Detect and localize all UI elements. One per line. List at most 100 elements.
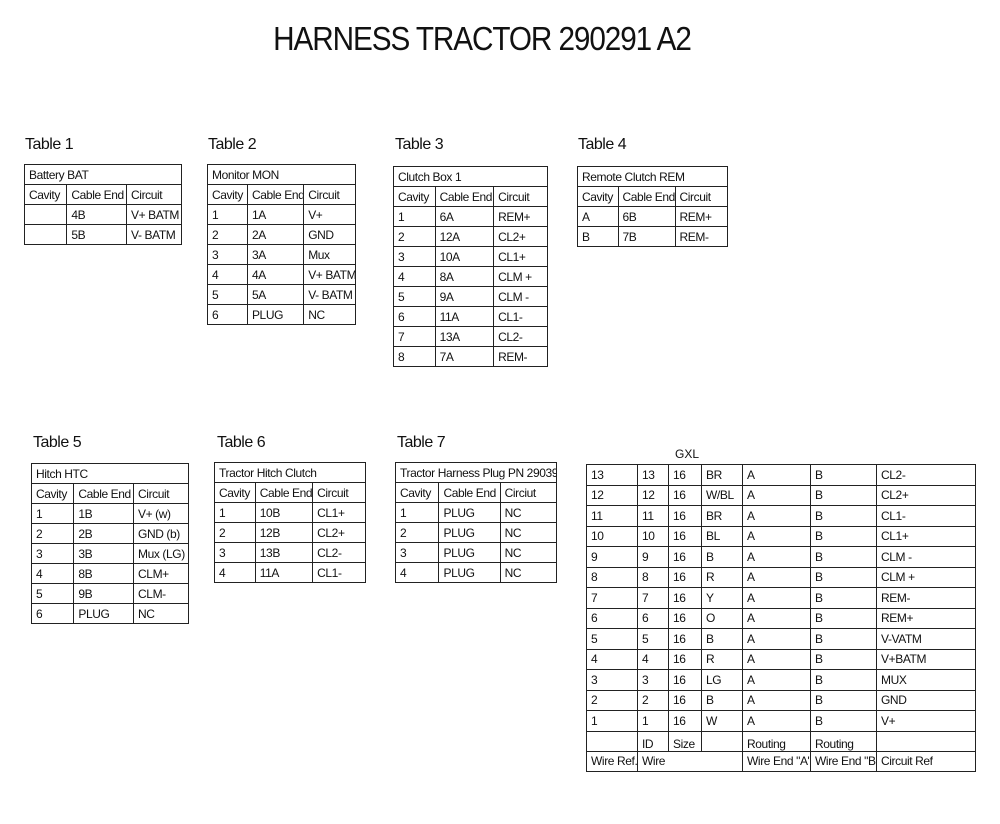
cell: 5 xyxy=(30,583,75,604)
cell: 1 xyxy=(30,503,75,524)
cell: 2 xyxy=(393,226,436,247)
header-cell: Wire xyxy=(637,750,743,772)
caption-row: Tractor Harness Plug PN 290397A1 xyxy=(395,462,557,483)
cell: PLUG xyxy=(73,603,135,624)
header-cell: Circuit xyxy=(493,186,548,207)
cell: 3A xyxy=(246,244,305,265)
table-row: 4 PLUG NC xyxy=(394,562,558,583)
cell: BR xyxy=(701,464,743,486)
cell: B xyxy=(701,689,743,711)
table-row: 3 13B CL2- xyxy=(214,542,366,563)
cell: B xyxy=(810,669,877,691)
cell: 6 xyxy=(207,304,248,325)
cell: 12B xyxy=(254,522,314,543)
cell: 4 xyxy=(30,563,75,584)
cell: B xyxy=(810,566,877,588)
cell: 3 xyxy=(393,246,436,267)
cell: 5 xyxy=(207,284,248,305)
cell: REM- xyxy=(674,226,728,247)
cell: 4B xyxy=(66,204,128,225)
table-label: Table 5 xyxy=(33,434,82,451)
cell: CLM- xyxy=(133,583,189,604)
cell: B xyxy=(810,525,877,547)
table-row: 3 PLUG NC xyxy=(394,542,558,563)
cell: 9A xyxy=(434,286,495,307)
header-row: Cavity Cable End Circiut xyxy=(394,482,558,503)
table-row: 4 8B CLM+ xyxy=(30,563,189,584)
cell: 7B xyxy=(617,226,676,247)
header-cell: Wire End "A" xyxy=(742,750,811,772)
cell: 10 xyxy=(586,525,638,547)
cell: 11A xyxy=(254,562,314,583)
subheader-cell xyxy=(876,730,976,751)
table-caption: Tractor Hitch Clutch xyxy=(214,462,366,483)
cell: 16 xyxy=(668,669,702,691)
cell: CLM - xyxy=(876,546,976,568)
cell: 16 xyxy=(668,710,702,732)
cell: 8B xyxy=(73,563,135,584)
cell: A xyxy=(742,505,811,527)
table-label: Table 2 xyxy=(208,136,257,153)
cell: 9B xyxy=(73,583,135,604)
cell: 2 xyxy=(207,224,248,245)
cell: 4 xyxy=(637,648,669,670)
cell: NC xyxy=(133,603,189,624)
cell: 1 xyxy=(207,204,248,225)
cell: 4 xyxy=(586,648,638,670)
cell: 5 xyxy=(393,286,436,307)
cell: 10B xyxy=(254,502,314,523)
cell: 5B xyxy=(66,224,128,245)
data-table: Clutch Box 1 Cavity Cable End Circuit 1 6A REM… xyxy=(393,166,548,367)
table-row: 6 PLUG NC xyxy=(207,304,356,325)
cell: V+ (w) xyxy=(133,503,189,524)
cell: B xyxy=(810,546,877,568)
table-row: 2 12B CL2+ xyxy=(214,522,366,543)
table-row: 7 13A CL2- xyxy=(393,326,548,347)
cell: V-VATM xyxy=(876,628,976,650)
cell: 10 xyxy=(637,525,669,547)
cell: 16 xyxy=(668,566,702,588)
cell: 10A xyxy=(434,246,495,267)
caption-row: Tractor Hitch Clutch xyxy=(214,462,366,483)
cell: 4 xyxy=(394,562,440,583)
cell: A xyxy=(742,566,811,588)
header-cell: Cable End xyxy=(66,184,128,205)
cell: CL1+ xyxy=(312,502,366,523)
wire-row: 7 7 16 Y A B REM- xyxy=(586,587,976,609)
cell: CL2- xyxy=(312,542,366,563)
header-row: Cavity Cable End Circuit xyxy=(23,184,182,205)
cell: Mux (LG) xyxy=(133,543,189,564)
cell xyxy=(23,204,68,225)
cell: NC xyxy=(499,502,558,523)
cell: V+ BATM xyxy=(126,204,182,225)
table-row: 2 PLUG NC xyxy=(394,522,558,543)
cell: 3 xyxy=(586,669,638,691)
cell: NC xyxy=(303,304,356,325)
subheader-cell: Routing xyxy=(742,730,811,751)
subheader-cell xyxy=(701,730,743,751)
cell: PLUG xyxy=(438,542,501,563)
header-cell: Circuit xyxy=(133,483,189,504)
cell: A xyxy=(742,689,811,711)
table-row: 1 1A V+ xyxy=(207,204,356,225)
cell: CLM + xyxy=(493,266,548,287)
cell: 8 xyxy=(393,346,436,367)
cell: 7A xyxy=(434,346,495,367)
cell: A xyxy=(742,587,811,609)
cell: V+ xyxy=(876,710,976,732)
cell: 12A xyxy=(434,226,495,247)
wire-row: 5 5 16 B A B V-VATM xyxy=(586,628,976,650)
header-cell: Circuit xyxy=(312,482,366,503)
cell: 1 xyxy=(637,710,669,732)
cell: 2 xyxy=(214,522,256,543)
cell: R xyxy=(701,566,743,588)
header-cell: Circuit xyxy=(303,184,356,205)
cell: 13B xyxy=(254,542,314,563)
caption-row: Monitor MON xyxy=(207,164,356,185)
cell: 6 xyxy=(637,607,669,629)
page-title: HARNESS TRACTOR 290291 A2 xyxy=(273,20,692,57)
cell: 13 xyxy=(637,464,669,486)
cell: NC xyxy=(499,542,558,563)
table-row: 3 10A CL1+ xyxy=(393,246,548,267)
table-label: Table 3 xyxy=(395,136,444,153)
